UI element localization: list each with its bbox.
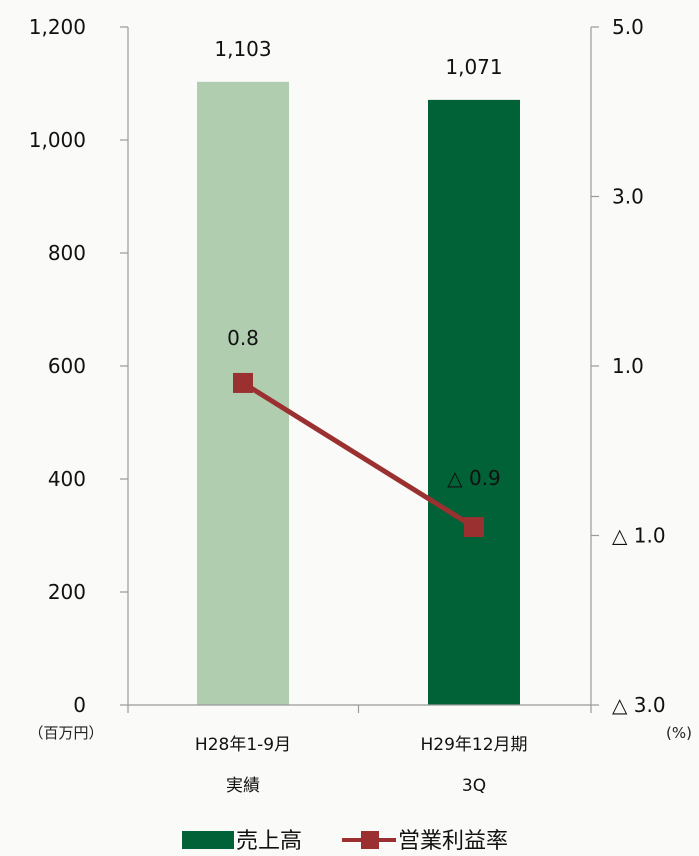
data-labels: 1,103 1,071 0.8 △ 0.9 [214, 37, 502, 490]
x-category-label-line1: H29年12月期 [420, 735, 527, 755]
line-value-label: 0.8 [227, 326, 259, 350]
x-category-label-line1: H28年1-9月 [195, 735, 291, 755]
plot-area [197, 81, 520, 706]
left-y-tick-label: 600 [48, 354, 86, 378]
x-category-label-line2: 実績 [226, 776, 260, 796]
left-y-tick-label: 800 [48, 241, 86, 265]
left-y-axis-unit: （百万円） [28, 724, 103, 742]
line-value-label: △ 0.9 [447, 466, 501, 490]
right-y-tick-label: △ 1.0 [612, 524, 666, 548]
right-y-tick-label: 3.0 [612, 185, 644, 209]
legend-swatch-bar [182, 831, 234, 849]
legend: 売上高 営業利益率 [182, 829, 508, 854]
right-y-tick-label: 1.0 [612, 354, 644, 378]
bar-1 [428, 99, 520, 705]
legend-label: 営業利益率 [398, 829, 508, 854]
bar-value-label: 1,071 [445, 55, 502, 79]
left-y-tick-label: 400 [48, 467, 86, 491]
bar-value-label: 1,103 [214, 37, 271, 61]
axes: 0 200 400 600 800 1,000 1,200 △ 3.0 △ 1.0 1.0 3.0 5… [28, 15, 691, 796]
line-series-path [241, 380, 476, 530]
line-point-1 [464, 517, 484, 538]
right-y-tick-label: 5.0 [612, 15, 644, 39]
left-y-tick-label: 1,000 [29, 128, 86, 152]
legend-label: 売上高 [236, 829, 302, 854]
right-y-axis-unit: (%) [666, 724, 692, 742]
left-y-tick-label: 1,200 [29, 15, 86, 39]
x-category-label-line2: 3Q [462, 776, 486, 796]
line-point-0 [233, 372, 253, 393]
legend-swatch-marker [361, 831, 379, 849]
left-y-tick-label: 200 [48, 580, 86, 604]
right-y-tick-label: △ 3.0 [612, 693, 666, 717]
left-y-tick-label: 0 [73, 693, 86, 717]
bar-0 [197, 81, 289, 706]
